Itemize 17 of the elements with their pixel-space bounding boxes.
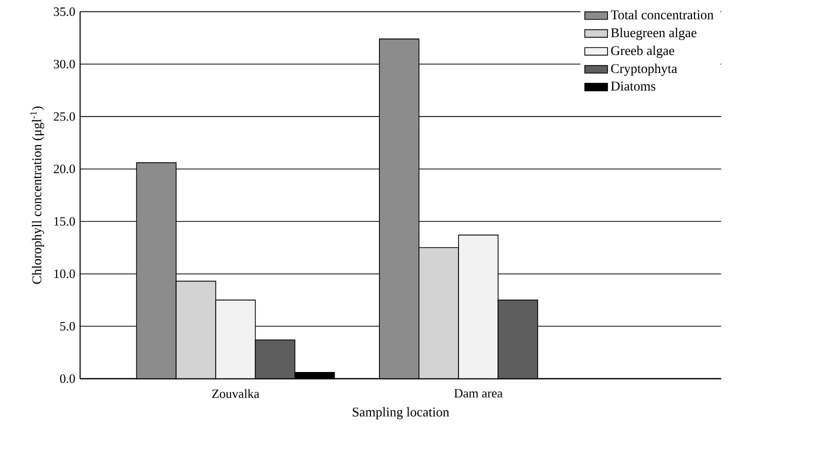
x-tick-label: Dam area [454,389,503,398]
y-tick-label: 20.0 [54,164,75,174]
legend-label: Greeb algae [611,46,674,58]
y-tick-label: 15.0 [54,217,75,226]
legend-label: Bluegreen algae [610,28,696,40]
x-tick-label: Zouvalka [212,389,260,398]
y-tick-label: 35.0 [54,7,75,16]
legend-label: Diatoms [610,82,656,91]
y-tick-label: 30.0 [54,60,75,68]
x-axis-title: Sampling location [352,407,450,420]
y-tick-label: 10.0 [54,270,75,278]
y-axis-title: Chlorophyll concentration (μgl$^{-1}$) [30,106,44,284]
legend-label: Total concentration [610,10,714,20]
y-tick-label: 0.0 [60,374,75,384]
y-tick-label: 5.0 [60,322,75,331]
y-tick-label: 25.0 [54,112,75,121]
legend-label: Cryptophyta [611,64,678,76]
